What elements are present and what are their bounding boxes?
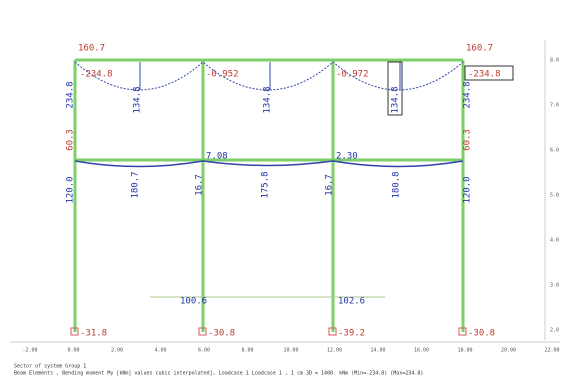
label: 175.8 — [261, 171, 271, 198]
label: 16.7 — [325, 174, 335, 196]
axis-label: 22.00 — [544, 348, 559, 354]
label: 134.8 — [263, 86, 273, 113]
label: 102.6 — [338, 297, 365, 307]
axis-label: 3.0 — [550, 283, 559, 289]
label: 160.7 — [466, 44, 493, 54]
label: 134.8 — [133, 86, 143, 113]
label: 180.7 — [131, 171, 141, 198]
label: -234.8 — [468, 70, 501, 80]
axis-label: 18.00 — [457, 348, 472, 354]
axis-label: 10.00 — [283, 348, 298, 354]
label: 160.7 — [78, 44, 105, 54]
label: 16.7 — [195, 174, 205, 196]
axis-label: 12.00 — [327, 348, 342, 354]
axis-label: 2.00 — [111, 348, 123, 354]
axis-label: 0.00 — [67, 348, 79, 354]
label: 2.30 — [336, 152, 358, 162]
label: -0.952 — [206, 70, 239, 80]
axis-label: 4.0 — [550, 238, 559, 244]
label: 60.3 — [463, 129, 473, 151]
axis-label: 8.00 — [241, 348, 253, 354]
axis-label: 7.0 — [550, 103, 559, 109]
label: 134.8 — [391, 86, 401, 113]
label: -30.8 — [468, 329, 495, 339]
label: 234.8 — [463, 81, 473, 108]
axis-label: 20.00 — [501, 348, 516, 354]
axis-label: 4.00 — [154, 348, 166, 354]
axis-label: -2.00 — [22, 348, 37, 354]
axis-label: 2.0 — [550, 328, 559, 334]
label: 7.08 — [206, 152, 228, 162]
label: 120.0 — [66, 176, 76, 203]
label: 100.6 — [180, 297, 207, 307]
label: -30.8 — [208, 329, 235, 339]
axis-label: 5.0 — [550, 193, 559, 199]
label: -39.2 — [338, 329, 365, 339]
label: 60.3 — [66, 129, 76, 151]
label: 180.8 — [392, 171, 402, 198]
label: 234.8 — [66, 81, 76, 108]
label: -31.8 — [80, 329, 107, 339]
axis-label: 6.00 — [198, 348, 210, 354]
label: -234.8 — [80, 70, 113, 80]
axis-label: 6.0 — [550, 148, 559, 154]
footer: Beam Elements , Bending moment My [kNm] … — [14, 371, 423, 377]
label: 120.0 — [463, 176, 473, 203]
axis-label: 8.0 — [550, 58, 559, 64]
label: -0.972 — [336, 70, 369, 80]
footer: Sector of system Group 1 — [14, 364, 86, 370]
axis-label: 16.00 — [414, 348, 429, 354]
axis-label: 14.00 — [370, 348, 385, 354]
